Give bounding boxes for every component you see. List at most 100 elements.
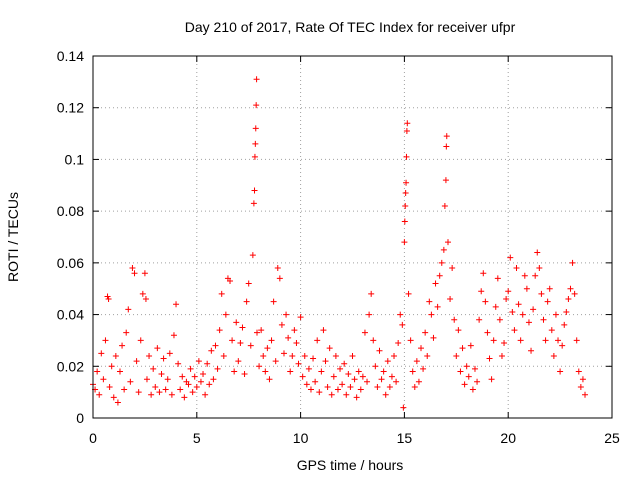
data-point [505,288,512,295]
data-point [530,306,537,313]
data-point [216,327,223,334]
data-point [440,246,447,253]
data-point [395,340,402,347]
data-point [397,311,404,318]
x-tick-label: 5 [193,430,201,446]
data-point [443,143,450,150]
data-point [372,363,379,370]
data-point [96,391,103,398]
data-point [237,340,244,347]
data-point [546,285,553,292]
data-point [307,386,314,393]
data-point [384,358,391,365]
data-point [310,355,317,362]
data-point [142,296,149,303]
data-point [459,345,466,352]
data-point [131,270,138,277]
data-points [90,76,589,411]
data-point [511,327,518,334]
data-point [233,319,240,326]
data-point [434,303,441,310]
data-point [187,365,194,372]
data-point [212,342,219,349]
y-tick-labels: 0 0.02 0.04 0.06 0.08 0.1 0.12 0.14 [57,48,84,426]
data-point [536,265,543,272]
data-point [264,345,271,352]
data-point [515,301,522,308]
data-point [235,358,242,365]
data-point [274,265,281,272]
data-point [287,368,294,375]
data-point [521,272,528,279]
data-point [386,383,393,390]
data-point [135,389,142,396]
data-point [538,290,545,297]
data-point [548,327,555,334]
data-point [150,365,157,372]
data-point [400,404,407,411]
data-point [471,365,478,372]
data-point [241,371,248,378]
data-point [376,347,383,354]
data-point [567,285,574,292]
data-point [480,270,487,277]
data-point [366,311,373,318]
data-point [402,202,409,209]
data-point [218,290,225,297]
data-point [193,383,200,390]
data-point [370,337,377,344]
data-point [245,280,252,287]
data-point [156,389,163,396]
data-point [401,239,408,246]
data-point [250,200,257,207]
data-point [258,327,265,334]
data-point [312,378,319,385]
data-point [206,381,213,388]
data-point [339,381,346,388]
data-point [503,296,510,303]
data-point [540,316,547,323]
chart-title: Day 210 of 2017, Rate Of TEC Index for r… [185,19,516,35]
data-point [449,265,456,272]
data-point [139,290,146,297]
data-point [490,337,497,344]
data-point [262,368,269,375]
data-point [98,350,105,357]
data-point [268,337,275,344]
data-point [170,332,177,339]
data-point [141,270,148,277]
data-point [195,358,202,365]
data-point [565,296,572,303]
data-point [405,290,412,297]
data-point [550,352,557,359]
data-point [436,272,443,279]
data-point [197,378,204,385]
data-point [413,358,420,365]
data-point [443,133,450,140]
data-point [330,373,337,380]
data-point [355,368,362,375]
data-point [418,345,425,352]
data-point [179,373,186,380]
y-tick-label: 0.14 [57,48,84,64]
data-point [276,275,283,282]
x-tick-label: 15 [397,430,413,446]
data-point [542,337,549,344]
data-point [494,275,501,282]
data-point [501,340,508,347]
data-point [328,391,335,398]
data-point [453,352,460,359]
plot-area-border [92,55,613,419]
data-point [557,368,564,375]
data-point [403,179,410,186]
x-tick-label: 10 [293,430,309,446]
data-point [214,365,221,372]
data-point [528,347,535,354]
data-point [94,368,101,375]
data-point [114,399,121,406]
data-point [496,316,503,323]
data-point [129,265,136,272]
y-tick-label: 0.08 [57,203,84,219]
data-point [285,334,292,341]
